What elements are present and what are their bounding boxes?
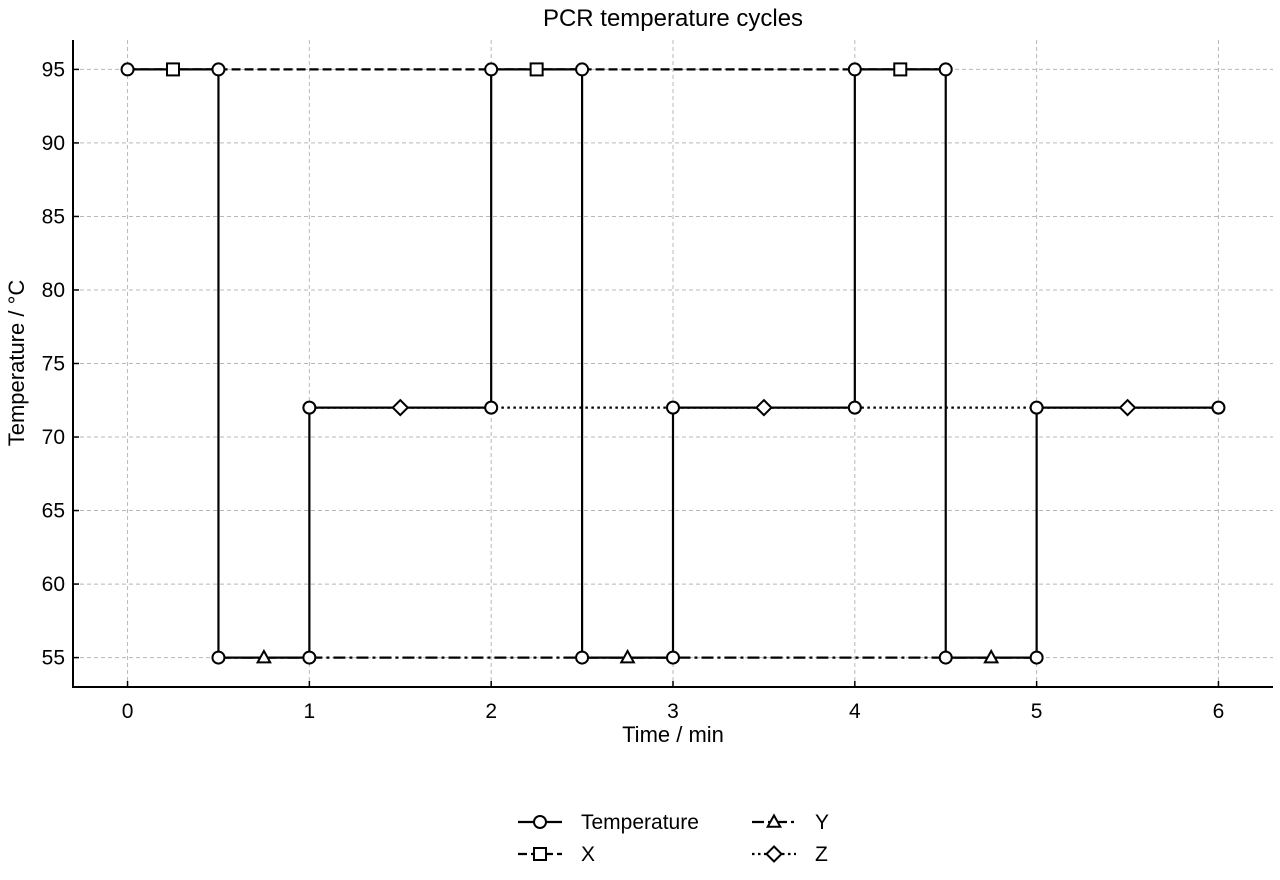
legend-item-y: Y: [752, 811, 829, 834]
y-tick-label: 90: [42, 132, 65, 155]
series-point-y: [983, 648, 1000, 664]
temperature-point: [666, 650, 680, 665]
series-point-x: [893, 62, 908, 77]
x-axis-label: Time / min: [622, 722, 724, 747]
series-point-y: [619, 648, 636, 664]
legend-label: X: [581, 843, 595, 866]
chart-title: PCR temperature cycles: [543, 5, 803, 32]
series-point-x: [529, 62, 544, 77]
temperature-point: [938, 62, 953, 77]
temperature-point: [302, 650, 317, 665]
y-tick-label: 80: [42, 279, 65, 302]
temperature-point: [484, 62, 499, 77]
temperature-point: [211, 62, 226, 77]
legend-label: Y: [815, 811, 829, 834]
data-markers: [120, 62, 1226, 665]
temperature-point: [666, 400, 680, 415]
ticks: 0 1 2 3 4 5 6 55 60 65 70 75 80 85 90 95: [42, 58, 1225, 723]
x-tick-label: 5: [1031, 700, 1043, 723]
x-tick-label: 2: [485, 700, 497, 723]
legend-item-x: X: [518, 843, 595, 866]
temperature-point: [211, 650, 226, 665]
x-tick-label: 1: [304, 700, 316, 723]
y-tick-label: 60: [42, 573, 65, 596]
temperature-point: [847, 400, 862, 415]
y-tick-label: 75: [42, 353, 65, 376]
y-tick-label: 95: [42, 58, 65, 81]
legend-item-temperature: Temperature: [518, 811, 699, 834]
y-tick-label: 55: [42, 647, 65, 670]
series-point-x: [166, 62, 180, 77]
temperature-point: [302, 400, 317, 415]
y-axis-label: Temperature / °C: [4, 280, 29, 447]
legend-label: Z: [815, 843, 828, 866]
x-tick-label: 3: [667, 700, 679, 723]
legend: Temperature X YZ: [518, 811, 829, 866]
temperature-point: [484, 400, 499, 415]
temperature-point: [575, 650, 590, 665]
series-point-y: [255, 648, 272, 664]
temperature-point: [1029, 400, 1044, 415]
temperature-point: [847, 62, 862, 77]
x-tick-label: 4: [849, 700, 861, 723]
temperature-point: [1211, 400, 1226, 415]
legend-marker: [533, 847, 547, 861]
temperature-point: [120, 62, 135, 77]
legend-marker: [766, 813, 782, 828]
temperature-point: [1029, 650, 1044, 665]
y-tick-label: 70: [42, 426, 65, 449]
temperature-point: [575, 62, 590, 77]
series-point-z: [754, 398, 773, 417]
y-tick-label: 65: [42, 500, 65, 523]
x-tick-label: 0: [122, 700, 134, 723]
y-tick-label: 85: [42, 205, 65, 228]
legend-item-z: Z: [752, 843, 828, 866]
x-tick-label: 6: [1213, 700, 1225, 723]
legend-marker: [765, 845, 783, 863]
temperature-point: [938, 650, 953, 665]
legend-marker: [533, 815, 547, 829]
series-point-z: [1118, 398, 1137, 417]
series-point-z: [391, 398, 410, 417]
legend-label: Temperature: [581, 811, 699, 834]
